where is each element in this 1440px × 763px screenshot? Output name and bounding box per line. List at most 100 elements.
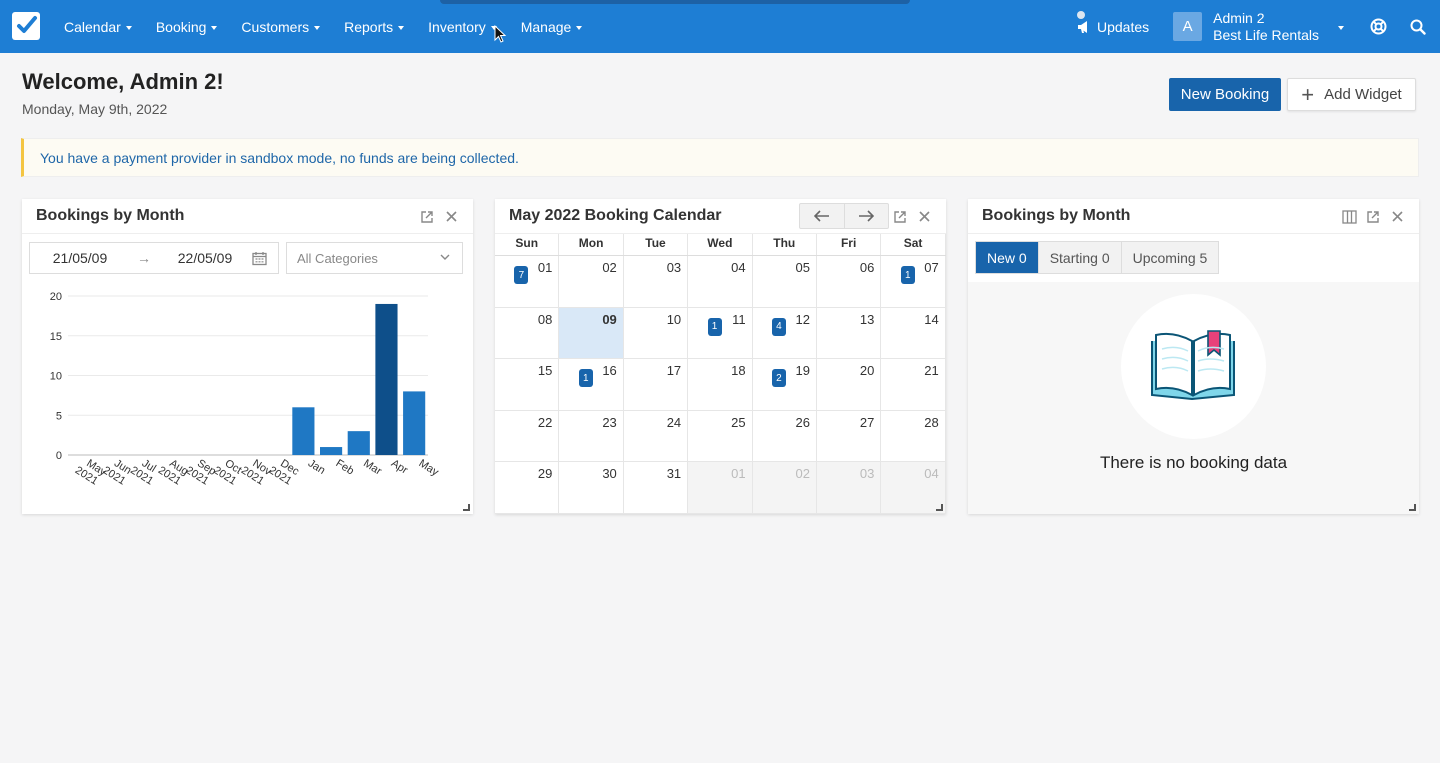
x-tick-label: Dec2021 bbox=[267, 454, 302, 488]
calendar-day[interactable]: 25 bbox=[688, 410, 753, 462]
open-external-icon[interactable] bbox=[888, 210, 912, 224]
calendar-day[interactable]: 05 bbox=[753, 256, 817, 307]
nav-customers[interactable]: Customers bbox=[229, 0, 332, 53]
open-external-icon[interactable] bbox=[415, 210, 439, 224]
range-to: 22/05/09 bbox=[177, 250, 233, 266]
calendar-day[interactable]: 08 bbox=[495, 307, 560, 359]
calendar-day[interactable]: 18 bbox=[688, 359, 753, 410]
app-logo[interactable] bbox=[12, 12, 40, 40]
tab-starting[interactable]: Starting 0 bbox=[1038, 242, 1122, 273]
account-company: Best Life Rentals bbox=[1213, 26, 1319, 43]
nav-reports[interactable]: Reports bbox=[332, 0, 416, 53]
alert-text: You have a payment provider in sandbox m… bbox=[40, 149, 519, 166]
page-title: Welcome, Admin 2! bbox=[22, 69, 224, 94]
calendar-day[interactable]: 17 bbox=[624, 359, 689, 410]
calendar-day[interactable]: 10 bbox=[624, 307, 689, 359]
nav-manage[interactable]: Manage bbox=[509, 0, 595, 53]
calendar-day[interactable]: 23 bbox=[559, 410, 624, 462]
resize-handle[interactable] bbox=[1409, 504, 1416, 511]
day-number: 04 bbox=[924, 466, 939, 482]
calendar-day[interactable]: 12 4 bbox=[753, 307, 817, 359]
calendar-day[interactable]: 20 bbox=[817, 359, 882, 410]
calendar-day[interactable]: 11 1 bbox=[688, 307, 753, 359]
drag-shadow bbox=[440, 0, 910, 4]
booking-count-badge[interactable]: 4 bbox=[771, 317, 786, 336]
calendar-day[interactable]: 02 bbox=[752, 462, 817, 513]
calendar-day[interactable]: 06 bbox=[817, 256, 882, 307]
prev-month-button[interactable] bbox=[800, 204, 845, 228]
calendar-day[interactable]: 19 2 bbox=[753, 359, 817, 410]
category-select[interactable]: All Categories bbox=[286, 242, 463, 274]
booking-count-badge[interactable]: 7 bbox=[514, 266, 529, 284]
bookings-summary-widget: Bookings by Month New 0 Starting 0 Upcomin… bbox=[968, 199, 1419, 514]
nav-label: Customers bbox=[241, 18, 310, 35]
booking-count-badge[interactable]: 1 bbox=[900, 266, 915, 284]
day-number: 05 bbox=[795, 260, 810, 275]
calendar-day[interactable]: 14 bbox=[881, 307, 946, 359]
columns-icon[interactable] bbox=[1337, 209, 1361, 224]
calendar-day[interactable]: 31 bbox=[624, 462, 689, 513]
chevron-down-icon bbox=[490, 25, 497, 30]
calendar-day[interactable]: 28 bbox=[881, 410, 946, 462]
calendar-day[interactable]: 27 bbox=[817, 410, 882, 462]
calendar-day[interactable]: 15 bbox=[495, 359, 560, 410]
search-button[interactable] bbox=[1398, 0, 1438, 53]
day-number: 29 bbox=[537, 466, 553, 482]
calendar-day[interactable]: 03 bbox=[624, 256, 689, 307]
updates-button[interactable]: Updates bbox=[1077, 10, 1149, 35]
booking-count-badge[interactable]: 1 bbox=[707, 317, 722, 336]
calendar-day[interactable]: 16 1 bbox=[559, 359, 624, 410]
day-number: 31 bbox=[666, 466, 682, 482]
weekday-header: Fri bbox=[817, 234, 882, 255]
next-month-button[interactable] bbox=[845, 204, 889, 228]
widget-title: May 2022 Booking Calendar bbox=[509, 207, 722, 224]
add-widget-button[interactable]: + Add Widget bbox=[1287, 78, 1416, 111]
help-button[interactable] bbox=[1358, 0, 1398, 53]
booking-count-badge[interactable]: 1 bbox=[578, 369, 593, 388]
nav-calendar[interactable]: Calendar bbox=[52, 0, 144, 53]
x-tick-label: Oct2021 bbox=[211, 454, 244, 487]
calendar-day[interactable]: 13 bbox=[817, 307, 882, 359]
nav-inventory[interactable]: Inventory bbox=[416, 0, 509, 53]
calendar-day[interactable]: 26 bbox=[753, 410, 817, 462]
calendar-day[interactable]: 01 bbox=[688, 462, 753, 513]
day-number: 11 bbox=[732, 311, 746, 327]
calendar-day[interactable]: 02 bbox=[559, 256, 624, 307]
date-range-picker[interactable]: 21/05/09 → 22/05/09 bbox=[29, 242, 279, 274]
new-booking-button[interactable]: New Booking bbox=[1169, 78, 1281, 111]
search-icon bbox=[1410, 19, 1426, 35]
day-number: 01 bbox=[731, 466, 746, 482]
calendar-day[interactable]: 24 bbox=[624, 410, 689, 462]
calendar-day[interactable]: 07 1 bbox=[881, 256, 946, 307]
calendar-day[interactable]: 21 bbox=[881, 359, 946, 410]
calendar-day[interactable]: 04 bbox=[881, 462, 946, 513]
nav-label: Inventory bbox=[428, 18, 486, 35]
resize-handle[interactable] bbox=[936, 504, 943, 511]
close-icon[interactable] bbox=[439, 211, 463, 222]
day-number: 30 bbox=[602, 466, 617, 482]
y-tick-label: 15 bbox=[50, 331, 62, 343]
weekday-header: Mon bbox=[559, 234, 624, 255]
open-external-icon[interactable] bbox=[1361, 210, 1385, 224]
tab-new[interactable]: New 0 bbox=[976, 242, 1039, 273]
resize-handle[interactable] bbox=[463, 504, 470, 511]
account-menu[interactable]: A Admin 2 Best Life Rentals bbox=[1173, 10, 1344, 44]
main-menu: Calendar Booking Customers Reports Inventory… bbox=[52, 0, 594, 53]
calendar-day[interactable]: 09 bbox=[559, 307, 624, 359]
close-icon[interactable] bbox=[912, 211, 936, 222]
calendar-day[interactable]: 03 bbox=[816, 462, 882, 513]
x-tick-label: May bbox=[417, 457, 441, 478]
calendar-day[interactable]: 29 bbox=[495, 462, 560, 513]
close-icon[interactable] bbox=[1385, 211, 1409, 222]
arrow-right-icon: → bbox=[137, 250, 151, 266]
chevron-down-icon bbox=[314, 25, 321, 30]
arrow-right-icon bbox=[859, 210, 875, 222]
calendar-day[interactable]: 30 bbox=[559, 462, 624, 513]
calendar-day[interactable]: 22 bbox=[495, 410, 560, 462]
tab-upcoming[interactable]: Upcoming 5 bbox=[1121, 242, 1219, 273]
calendar-day[interactable]: 01 7 bbox=[495, 256, 560, 307]
nav-booking[interactable]: Booking bbox=[144, 0, 230, 53]
booking-count-badge[interactable]: 2 bbox=[771, 369, 786, 388]
calendar-day[interactable]: 04 bbox=[688, 256, 753, 307]
